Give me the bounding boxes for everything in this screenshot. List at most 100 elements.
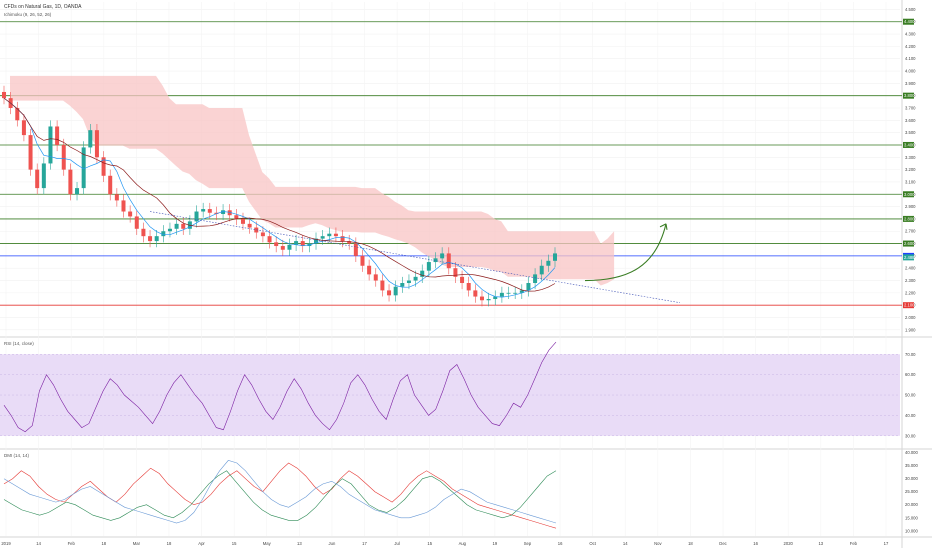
x-tick-label: Feb xyxy=(850,541,858,546)
y-tick-label: 4.100 xyxy=(905,56,916,61)
candle-body xyxy=(539,265,544,275)
dmi-pane xyxy=(3,460,557,529)
candle-body xyxy=(320,236,325,239)
candle-body xyxy=(61,144,66,170)
candle-body xyxy=(340,236,345,242)
candle-body xyxy=(333,233,338,237)
x-tick-label: 15 xyxy=(232,541,237,546)
level-tag xyxy=(903,302,914,309)
candle-body xyxy=(274,242,279,247)
x-tick-label: 19 xyxy=(493,541,498,546)
candle-body xyxy=(28,135,33,170)
y-tick-label: 4.500 xyxy=(905,7,916,12)
y-tick-label: 2.300 xyxy=(905,278,916,283)
candle-body xyxy=(387,290,392,296)
adx-line xyxy=(3,460,557,524)
candle-body xyxy=(108,175,113,195)
candle-body xyxy=(141,228,146,237)
rsi-label: RSI (14, close) xyxy=(4,341,34,346)
candle-body xyxy=(373,274,378,281)
candle-body xyxy=(114,194,119,201)
x-tick-label: 14 xyxy=(36,541,41,546)
candle-body xyxy=(48,126,53,164)
candle-body xyxy=(240,218,245,224)
candle-body xyxy=(154,236,159,242)
candle-body xyxy=(406,280,411,284)
x-tick-label: 16 xyxy=(558,541,563,546)
candle-body xyxy=(207,209,212,213)
candle-body xyxy=(393,286,398,296)
y-tick-label: 3.900 xyxy=(905,81,916,86)
y-tick-label: 3.100 xyxy=(905,179,916,184)
dmi-tick-label: 15.000 xyxy=(905,515,918,520)
candle-body xyxy=(294,241,299,245)
rsi-tick-label: 50.00 xyxy=(905,393,916,398)
candle-body xyxy=(2,91,6,99)
level-tag xyxy=(903,191,914,198)
x-tick-label: Jul xyxy=(394,541,399,546)
candle-body xyxy=(546,260,551,266)
price-axis: 1.9002.0002.1002.2002.3002.4002.5002.600… xyxy=(903,7,918,533)
rsi-line xyxy=(3,341,557,433)
candle-body xyxy=(367,265,372,275)
candle-body xyxy=(327,233,332,237)
y-tick-label: 4.000 xyxy=(905,69,916,74)
candle-body xyxy=(440,253,445,259)
arrow-head xyxy=(659,223,668,230)
y-tick-label: 3.500 xyxy=(905,130,916,135)
candle-body xyxy=(506,292,511,294)
level-label: 4.400 xyxy=(904,19,915,24)
up-arrow-annotation xyxy=(584,223,668,282)
level-tag xyxy=(903,18,914,25)
candle-body xyxy=(287,244,292,250)
candle-body xyxy=(533,274,538,284)
level-label: 3.400 xyxy=(904,142,915,147)
x-tick-label: 2019 xyxy=(1,541,11,546)
candle-body xyxy=(426,262,431,271)
y-tick-label: 3.300 xyxy=(905,155,916,160)
x-tick-label: Aug xyxy=(459,541,467,546)
time-axis: 2019 14 Feb 18 Mar 18 Apr 15 May 13 Jun 17 Jul 15 Aug 1… xyxy=(1,541,889,546)
x-tick-label: Apr xyxy=(198,541,205,546)
last-price-tag xyxy=(903,254,914,261)
candle-body xyxy=(88,130,93,148)
candle-body xyxy=(513,292,518,294)
x-tick-label: 13 xyxy=(818,541,823,546)
x-tick-label: 17 xyxy=(362,541,367,546)
candle-body xyxy=(267,236,272,243)
candle-body xyxy=(101,157,106,176)
y-tick-label: 4.200 xyxy=(905,44,916,49)
x-tick-label: 2020 xyxy=(784,541,794,546)
candle-body xyxy=(181,223,186,229)
candle-body xyxy=(473,290,478,297)
y-tick-label: 2.700 xyxy=(905,229,916,234)
candle-body xyxy=(35,169,40,189)
x-tick-label: Sep xyxy=(524,541,532,546)
candle-body xyxy=(221,210,226,214)
candle-body xyxy=(526,283,531,291)
x-tick-label: Dec xyxy=(719,541,726,546)
rsi-tick-label: 70.00 xyxy=(905,352,916,357)
y-tick-label: 2.200 xyxy=(905,290,916,295)
x-tick-label: 17 xyxy=(884,541,889,546)
chart-title: CFDs on Natural Gas, 1D, OANDA xyxy=(4,4,82,10)
candle-body xyxy=(433,258,438,263)
kijun-line xyxy=(3,97,556,292)
level-label: 2.100 xyxy=(904,303,915,308)
candle-body xyxy=(380,280,385,291)
x-tick-label: 16 xyxy=(753,541,758,546)
tenkan-line xyxy=(3,97,556,298)
level-tag xyxy=(903,215,914,222)
candle-body xyxy=(466,283,471,291)
y-tick-label: 2.900 xyxy=(905,204,916,209)
candle-body xyxy=(55,126,60,145)
candle-body xyxy=(553,253,557,261)
rsi-pane xyxy=(0,341,900,437)
candle-body xyxy=(194,211,199,222)
candle-body xyxy=(234,215,239,219)
y-tick-label: 2.000 xyxy=(905,315,916,320)
x-tick-label: 15 xyxy=(427,541,432,546)
candle-body xyxy=(121,200,126,212)
x-tick-label: 18 xyxy=(101,541,106,546)
